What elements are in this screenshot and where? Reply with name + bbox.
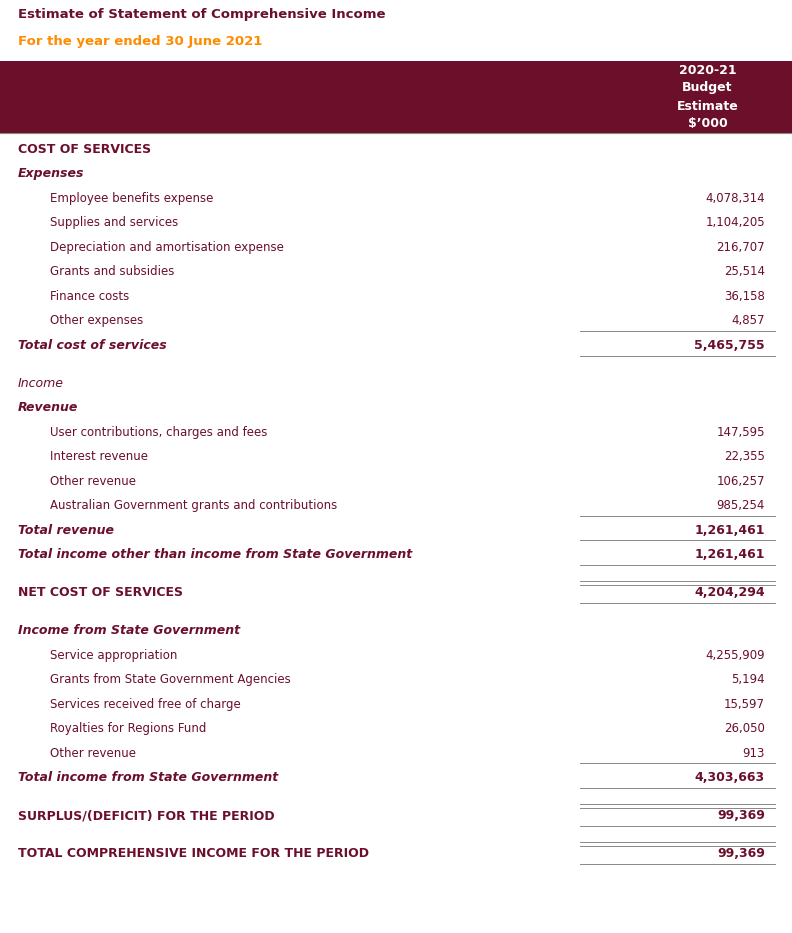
- Text: User contributions, charges and fees: User contributions, charges and fees: [50, 425, 268, 439]
- Text: For the year ended 30 June 2021: For the year ended 30 June 2021: [18, 35, 262, 48]
- Text: 1,261,461: 1,261,461: [695, 549, 765, 562]
- Text: Employee benefits expense: Employee benefits expense: [50, 192, 213, 204]
- Text: 106,257: 106,257: [717, 475, 765, 488]
- Text: COST OF SERVICES: COST OF SERVICES: [18, 143, 151, 156]
- Text: 4,857: 4,857: [732, 314, 765, 327]
- Text: Total income from State Government: Total income from State Government: [18, 772, 278, 784]
- Text: Revenue: Revenue: [18, 401, 78, 414]
- Text: 5,465,755: 5,465,755: [695, 339, 765, 352]
- Text: Other revenue: Other revenue: [50, 746, 136, 759]
- Text: 4,078,314: 4,078,314: [706, 192, 765, 204]
- Text: TOTAL COMPREHENSIVE INCOME FOR THE PERIOD: TOTAL COMPREHENSIVE INCOME FOR THE PERIO…: [18, 847, 369, 860]
- Text: Total cost of services: Total cost of services: [18, 339, 167, 352]
- Text: 1,104,205: 1,104,205: [706, 216, 765, 230]
- Text: 2020-21
Budget
Estimate
$’000: 2020-21 Budget Estimate $’000: [676, 63, 738, 131]
- Bar: [0, 61, 792, 133]
- Text: Royalties for Regions Fund: Royalties for Regions Fund: [50, 722, 207, 735]
- Text: Depreciation and amortisation expense: Depreciation and amortisation expense: [50, 241, 284, 254]
- Text: Grants and subsidies: Grants and subsidies: [50, 265, 174, 278]
- Text: 5,194: 5,194: [731, 674, 765, 686]
- Text: Income from State Government: Income from State Government: [18, 624, 240, 637]
- Text: 985,254: 985,254: [717, 499, 765, 512]
- Text: Supplies and services: Supplies and services: [50, 216, 178, 230]
- Text: Estimate of Statement of Comprehensive Income: Estimate of Statement of Comprehensive I…: [18, 8, 386, 21]
- Text: 147,595: 147,595: [717, 425, 765, 439]
- Text: Other expenses: Other expenses: [50, 314, 143, 327]
- Text: SURPLUS/(DEFICIT) FOR THE PERIOD: SURPLUS/(DEFICIT) FOR THE PERIOD: [18, 809, 275, 822]
- Text: Total income other than income from State Government: Total income other than income from Stat…: [18, 549, 413, 562]
- Text: Total revenue: Total revenue: [18, 523, 114, 536]
- Text: Finance costs: Finance costs: [50, 290, 129, 302]
- Text: 15,597: 15,597: [724, 698, 765, 711]
- Text: Expenses: Expenses: [18, 167, 85, 180]
- Text: 4,303,663: 4,303,663: [695, 772, 765, 784]
- Text: 4,204,294: 4,204,294: [695, 586, 765, 599]
- Text: Grants from State Government Agencies: Grants from State Government Agencies: [50, 674, 291, 686]
- Text: 99,369: 99,369: [717, 809, 765, 822]
- Text: 36,158: 36,158: [724, 290, 765, 302]
- Text: 22,355: 22,355: [724, 451, 765, 463]
- Text: 216,707: 216,707: [717, 241, 765, 254]
- Text: Income: Income: [18, 377, 64, 390]
- Text: 1,261,461: 1,261,461: [695, 523, 765, 536]
- Text: 99,369: 99,369: [717, 847, 765, 860]
- Text: Service appropriation: Service appropriation: [50, 648, 177, 661]
- Text: Other revenue: Other revenue: [50, 475, 136, 488]
- Text: 26,050: 26,050: [724, 722, 765, 735]
- Text: 25,514: 25,514: [724, 265, 765, 278]
- Text: 4,255,909: 4,255,909: [706, 648, 765, 661]
- Text: 913: 913: [743, 746, 765, 759]
- Text: NET COST OF SERVICES: NET COST OF SERVICES: [18, 586, 183, 599]
- Text: Australian Government grants and contributions: Australian Government grants and contrib…: [50, 499, 337, 512]
- Text: Interest revenue: Interest revenue: [50, 451, 148, 463]
- Text: Services received free of charge: Services received free of charge: [50, 698, 241, 711]
